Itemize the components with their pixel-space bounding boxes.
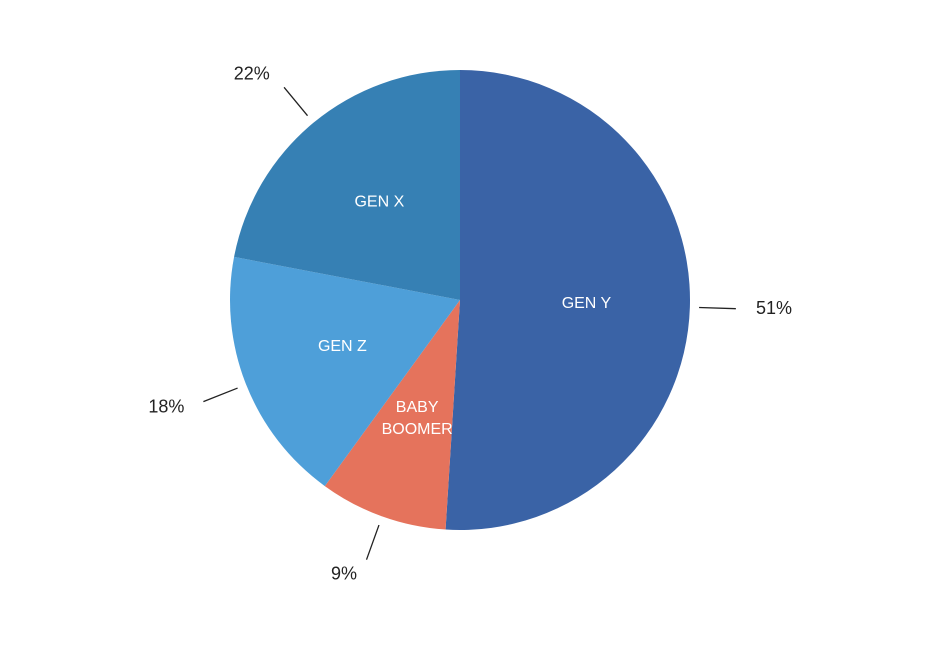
leader-line xyxy=(283,86,309,117)
value-label: 18% xyxy=(148,396,184,416)
slice-label: BABY BOOMER xyxy=(382,399,453,438)
leader-line xyxy=(203,387,238,403)
pie-slice xyxy=(229,256,460,487)
value-label: 22% xyxy=(234,64,270,84)
leader-line xyxy=(365,524,380,560)
slice-label: GEN X xyxy=(354,194,404,211)
pie-slice xyxy=(234,69,460,300)
pie-slice xyxy=(445,70,691,531)
value-label: 51% xyxy=(756,298,792,318)
pie-slice xyxy=(324,300,460,530)
slice-label: GEN Z xyxy=(318,338,367,355)
leader-line xyxy=(699,306,736,310)
slice-label: GEN Y xyxy=(562,295,612,312)
value-label: 9% xyxy=(331,564,357,584)
